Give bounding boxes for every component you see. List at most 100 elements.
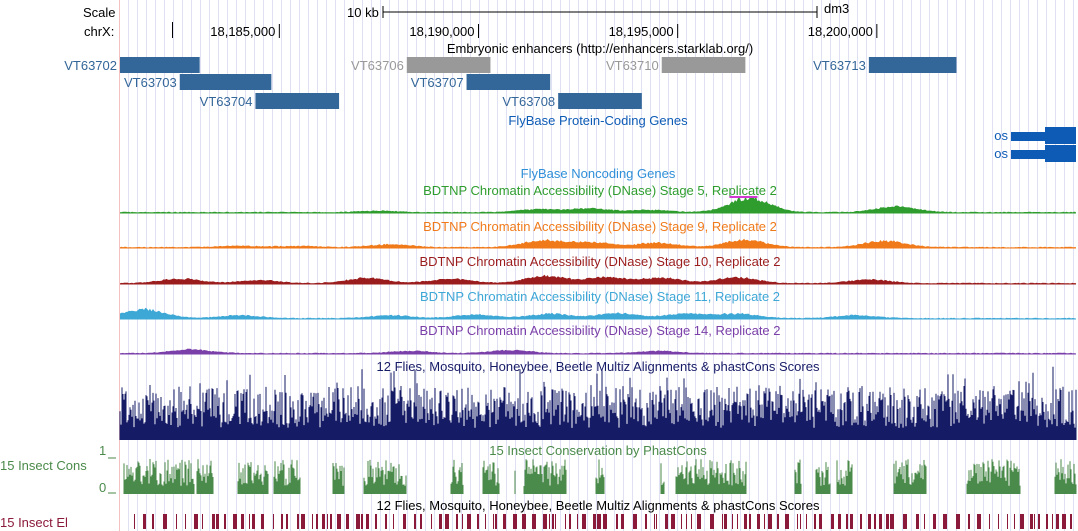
conserved-element[interactable] (163, 514, 167, 529)
enhancer-label[interactable]: VT63702 (64, 58, 117, 73)
phastcons-track-title[interactable]: 15 Insect Conservation by PhastCons (489, 443, 707, 458)
conserved-element[interactable] (361, 514, 363, 529)
conserved-element[interactable] (956, 514, 960, 529)
conserved-element[interactable] (467, 514, 471, 529)
dnase-tracks[interactable]: BDTNP Chromatin Accessibility (DNase) St… (120, 183, 1076, 355)
conserved-element[interactable] (903, 514, 907, 529)
conserved-element[interactable] (603, 514, 607, 529)
conserved-element[interactable] (1030, 514, 1033, 529)
conserved-element[interactable] (462, 514, 463, 529)
conserved-element[interactable] (522, 514, 526, 529)
conserved-element[interactable] (549, 514, 550, 529)
conserved-element[interactable] (414, 514, 416, 529)
conserved-element[interactable] (968, 514, 970, 529)
conserved-element[interactable] (356, 514, 360, 529)
enhancer-label[interactable]: VT63703 (124, 75, 177, 90)
noncoding-track-title[interactable]: FlyBase Noncoding Genes (521, 166, 676, 181)
conserved-element[interactable] (477, 514, 479, 529)
conserved-element[interactable] (301, 514, 305, 529)
conserved-element[interactable] (330, 514, 332, 529)
conserved-element[interactable] (764, 514, 765, 529)
conserved-element[interactable] (710, 514, 714, 529)
enhancer-vt63708[interactable] (558, 93, 642, 109)
conserved-element[interactable] (757, 514, 760, 529)
conserved-element[interactable] (456, 514, 458, 529)
conserved-element-blocks[interactable] (134, 514, 1072, 529)
conserved-element[interactable] (152, 514, 154, 529)
gene-utr-block[interactable] (1011, 150, 1045, 159)
conserved-element[interactable] (233, 514, 237, 529)
protein-coding-track-title[interactable]: FlyBase Protein-Coding Genes (508, 113, 688, 128)
dnase-track-title[interactable]: BDTNP Chromatin Accessibility (DNase) St… (419, 323, 780, 338)
conserved-element[interactable] (495, 514, 497, 529)
conserved-element[interactable] (800, 514, 801, 529)
dnase-track-title[interactable]: BDTNP Chromatin Accessibility (DNase) St… (419, 254, 780, 269)
conserved-element[interactable] (143, 514, 146, 529)
conserved-element[interactable] (1056, 514, 1059, 529)
conserved-element[interactable] (375, 514, 377, 529)
conserved-element[interactable] (185, 514, 186, 529)
conserved-element[interactable] (1020, 514, 1024, 529)
dnase-signal[interactable] (120, 196, 1076, 213)
enhancer-vt63710[interactable] (661, 57, 746, 73)
conserved-element[interactable] (346, 514, 349, 529)
conserved-element[interactable] (252, 514, 255, 529)
conserved-element[interactable] (814, 514, 816, 529)
phastcons-signal[interactable] (123, 459, 1077, 494)
conserved-element[interactable] (886, 514, 889, 529)
conserved-element[interactable] (633, 514, 637, 529)
conserved-element[interactable] (569, 514, 571, 529)
conserved-element[interactable] (194, 514, 198, 529)
conserved-element[interactable] (597, 514, 601, 529)
conserved-element[interactable] (322, 514, 325, 529)
conserved-element[interactable] (281, 514, 283, 529)
conserved-element[interactable] (777, 514, 779, 529)
conserved-element[interactable] (385, 514, 387, 529)
conserved-element[interactable] (977, 514, 981, 529)
protein-coding-genes[interactable]: os os (994, 127, 1076, 162)
dnase-track-title[interactable]: BDTNP Chromatin Accessibility (DNase) St… (423, 183, 777, 198)
conserved-element[interactable] (831, 514, 834, 529)
conserved-element[interactable] (874, 514, 876, 529)
conserved-element[interactable] (485, 514, 486, 529)
conserved-element[interactable] (552, 514, 554, 529)
conserved-element[interactable] (445, 514, 449, 529)
conserved-element[interactable] (224, 514, 226, 529)
conserved-element[interactable] (933, 514, 936, 529)
conserved-element[interactable] (671, 514, 675, 529)
conserved-element[interactable] (722, 514, 723, 529)
conserved-element[interactable] (654, 514, 655, 529)
conserved-element[interactable] (202, 514, 203, 529)
conserved-element[interactable] (1070, 514, 1072, 529)
enhancer-label[interactable]: VT63710 (606, 58, 659, 73)
enhancer-features[interactable]: VT63702 VT63703 VT63704 VT63706 VT63707 VT637… (64, 57, 957, 109)
enhancer-vt63713[interactable] (868, 57, 957, 73)
phastcons-side-label[interactable]: 15 Insect Cons (0, 458, 87, 473)
conserved-element[interactable] (890, 514, 894, 529)
conserved-element[interactable] (261, 514, 264, 529)
conserved-element[interactable] (1062, 514, 1066, 529)
enhancer-vt63707[interactable] (466, 74, 551, 90)
multiz-bars[interactable] (119, 366, 1077, 440)
dnase-signal[interactable] (120, 348, 1076, 354)
conserved-element[interactable] (868, 514, 871, 529)
enhancer-vt63704[interactable] (255, 93, 340, 109)
multiz-track-title[interactable]: 12 Flies, Mosquito, Honeybee, Beetle Mul… (377, 359, 820, 374)
conserved-element[interactable] (1038, 514, 1040, 529)
conserved-element[interactable] (989, 514, 990, 529)
enhancer-label[interactable]: VT63706 (351, 58, 404, 73)
dnase-signal[interactable] (120, 238, 1076, 248)
conserved-element[interactable] (768, 514, 772, 529)
dnase-signal[interactable] (120, 274, 1076, 284)
conserved-element[interactable] (439, 514, 442, 529)
enhancer-vt63706[interactable] (406, 57, 491, 73)
conserved-element[interactable] (681, 514, 682, 529)
conserved-element[interactable] (503, 514, 506, 529)
conserved-element[interactable] (838, 514, 841, 529)
enhancer-label[interactable]: VT63707 (411, 75, 464, 90)
conserved-element[interactable] (297, 514, 299, 529)
conserved-element[interactable] (327, 514, 328, 529)
conserved-element[interactable] (724, 514, 727, 529)
conserved-element[interactable] (924, 514, 925, 529)
